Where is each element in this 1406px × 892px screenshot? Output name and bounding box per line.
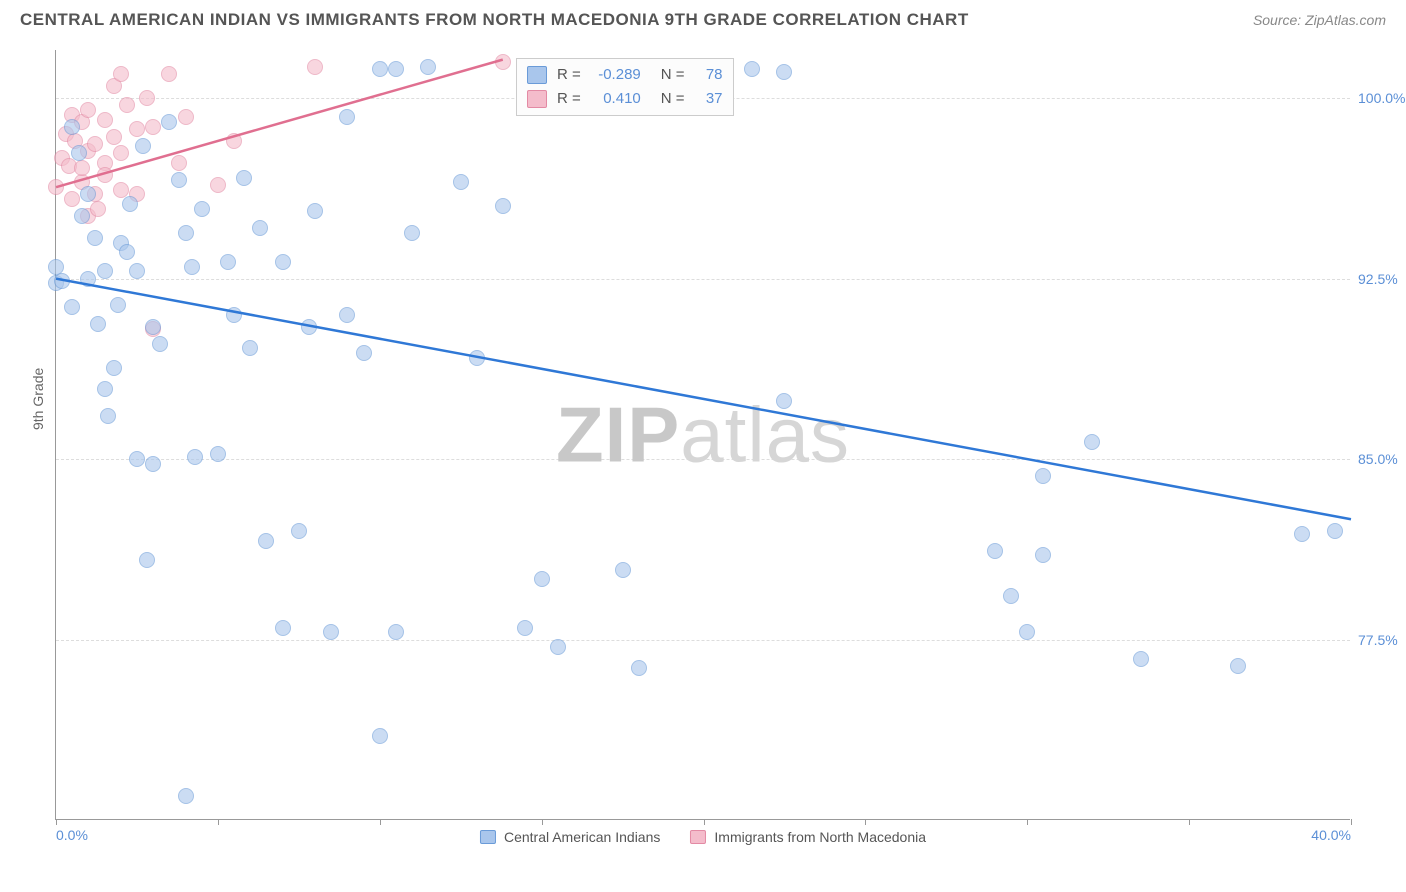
y-tick-label: 92.5% [1358,271,1406,287]
x-tick-label: 0.0% [56,827,88,843]
y-tick-label: 100.0% [1358,90,1406,106]
correlation-legend: R =-0.289 N =78 R =0.410 N =37 [516,58,734,116]
n-value-a: 78 [695,63,723,87]
chart-title: CENTRAL AMERICAN INDIAN VS IMMIGRANTS FR… [20,10,969,30]
swatch-icon [690,830,706,844]
legend-label-b: Immigrants from North Macedonia [714,829,926,845]
series-legend: Central American Indians Immigrants from… [480,829,926,845]
legend-entry-a: Central American Indians [480,829,660,845]
x-tick-mark [1351,819,1352,825]
swatch-series-b [527,90,547,108]
r-value-a: -0.289 [591,63,641,87]
legend-row-b: R =0.410 N =37 [527,87,723,111]
legend-label-a: Central American Indians [504,829,660,845]
legend-entry-b: Immigrants from North Macedonia [690,829,926,845]
chart-plot-area: 77.5%85.0%92.5%100.0%0.0%40.0% ZIPatlas … [55,50,1350,820]
n-value-b: 37 [695,87,723,111]
y-tick-label: 85.0% [1358,451,1406,467]
swatch-series-a [527,66,547,84]
y-axis-title: 9th Grade [30,368,46,430]
source-attribution: Source: ZipAtlas.com [1253,12,1386,28]
trend-lines [56,50,1351,820]
r-value-b: 0.410 [591,87,641,111]
legend-row-a: R =-0.289 N =78 [527,63,723,87]
y-tick-label: 77.5% [1358,632,1406,648]
swatch-icon [480,830,496,844]
x-tick-label: 40.0% [1311,827,1351,843]
